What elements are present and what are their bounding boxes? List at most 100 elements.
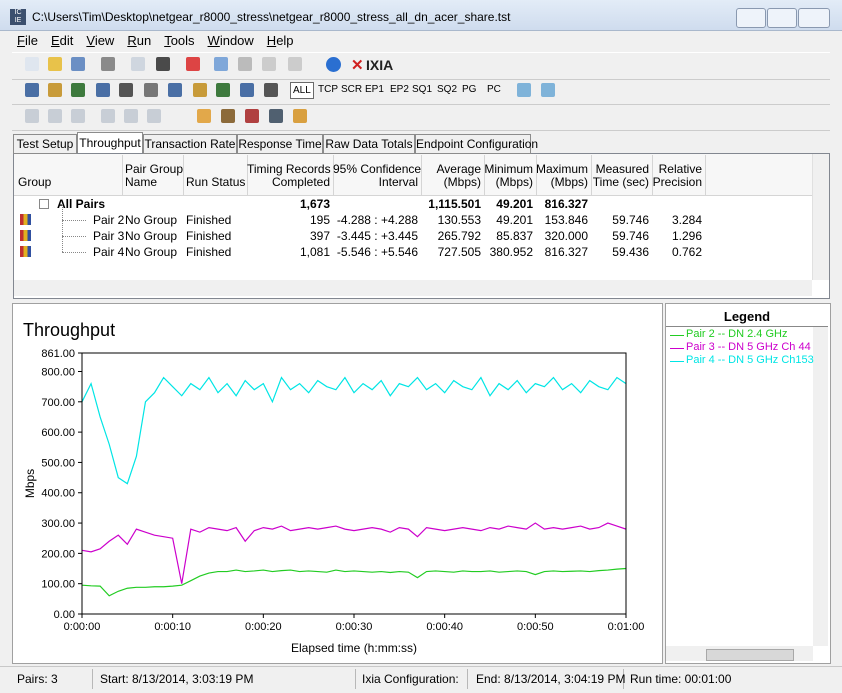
menu-item[interactable]: View — [86, 33, 115, 48]
legend-title: Legend — [723, 309, 771, 324]
toolbar-icon[interactable] — [96, 83, 110, 97]
menu-item[interactable]: Help — [266, 33, 294, 48]
horizontal-scrollbar[interactable] — [14, 280, 812, 296]
ixia-logo: IXIA — [366, 57, 394, 73]
toolbar-icon[interactable] — [25, 57, 39, 71]
filter-button[interactable]: PC — [487, 84, 501, 95]
table-cell: Pair 4 — [93, 245, 125, 259]
legend-hscroll-thumb[interactable] — [706, 649, 794, 661]
y-tick-label: 800.00 — [41, 366, 75, 378]
toolbar-icon[interactable] — [541, 83, 555, 97]
toolbar-icon[interactable] — [101, 109, 115, 123]
toolbar — [12, 105, 830, 131]
menu-item[interactable]: Window — [207, 33, 254, 48]
filter-button[interactable]: PG — [462, 84, 477, 95]
tab[interactable]: Throughput — [77, 132, 143, 153]
toolbar-icon[interactable] — [262, 57, 276, 71]
toolbar-icon[interactable] — [119, 83, 133, 97]
column-header: Group — [18, 175, 52, 189]
summary-cell: 1,673 — [299, 197, 330, 211]
close-button[interactable] — [798, 8, 830, 28]
legend-vscroll[interactable] — [813, 327, 828, 646]
toolbar-icon[interactable] — [216, 83, 230, 97]
toolbar-icon[interactable] — [101, 57, 115, 71]
toolbar-icon[interactable] — [48, 57, 62, 71]
toolbar-icon[interactable] — [264, 83, 278, 97]
filter-button[interactable]: TCP — [318, 84, 338, 95]
window-title: C:\Users\Tim\Desktop\netgear_r8000_stres… — [32, 10, 511, 24]
tab[interactable]: Endpoint Configuration — [415, 134, 538, 154]
summary-cell: 49.201 — [496, 197, 533, 211]
x-tick-label: 0:01:00 — [608, 621, 645, 633]
legend-panel — [665, 303, 831, 664]
toolbar-icon[interactable] — [240, 83, 254, 97]
y-tick-label: 0.00 — [54, 609, 75, 621]
toolbar-icon[interactable] — [156, 57, 170, 71]
toolbar-icon[interactable] — [25, 83, 39, 97]
y-axis-label: Mbps — [23, 469, 37, 498]
toolbar-icon[interactable] — [193, 83, 207, 97]
filter-button[interactable]: SQ1 — [412, 84, 433, 95]
table-cell: 397 — [309, 229, 330, 243]
x-tick-label: 0:00:50 — [517, 621, 554, 633]
toolbar-icon[interactable] — [517, 83, 531, 97]
toolbar-icon[interactable] — [186, 57, 200, 71]
toolbar-icon[interactable] — [168, 83, 182, 97]
status-separator — [355, 669, 356, 689]
collapse-box[interactable] — [39, 199, 49, 209]
status-bar — [0, 666, 842, 693]
toolbar-icon[interactable] — [71, 109, 85, 123]
column-header: Maximum — [536, 162, 589, 176]
table-cell: 1,081 — [299, 245, 330, 259]
toolbar-icon[interactable] — [71, 83, 85, 97]
toolbar-icon[interactable] — [144, 83, 158, 97]
maximize-button[interactable] — [767, 8, 797, 28]
y-tick-label: 200.00 — [41, 548, 75, 560]
toolbar-icon[interactable] — [124, 109, 138, 123]
legend-entry: Pair 2 -- DN 2.4 GHz — [686, 328, 788, 340]
minimize-button[interactable] — [736, 8, 766, 28]
menu-item[interactable]: File — [17, 33, 38, 48]
table-cell: 130.553 — [437, 213, 481, 227]
info-icon[interactable] — [326, 57, 341, 72]
menu-item[interactable]: Edit — [50, 33, 74, 48]
filter-button[interactable]: EP1 — [365, 84, 384, 95]
filter-button[interactable]: SCR — [341, 84, 363, 95]
toolbar-icon[interactable] — [197, 109, 211, 123]
tab[interactable]: Response Time — [237, 134, 323, 154]
toolbar-icon[interactable] — [25, 109, 39, 123]
chart-panel — [12, 303, 663, 664]
tab[interactable]: Raw Data Totals — [323, 134, 415, 154]
vertical-scrollbar[interactable] — [812, 154, 829, 280]
toolbar-icon[interactable] — [221, 109, 235, 123]
toolbar-icon[interactable] — [245, 109, 259, 123]
tree-line — [62, 236, 63, 252]
toolbar-icon[interactable] — [48, 83, 62, 97]
toolbar-icon[interactable] — [147, 109, 161, 123]
ixia-x: ✕ — [351, 57, 364, 74]
tab[interactable]: Test Setup — [13, 134, 77, 154]
filter-button[interactable]: ALL — [290, 82, 314, 99]
table-cell: 195 — [309, 213, 330, 227]
tree-line — [62, 204, 63, 220]
toolbar-icon[interactable] — [48, 109, 62, 123]
filter-button[interactable]: SQ2 — [437, 84, 458, 95]
toolbar-icon[interactable] — [214, 57, 228, 71]
legend-entry: Pair 4 -- DN 5 GHz Ch153 — [686, 354, 814, 366]
y-tick-label: 861.00 — [41, 348, 75, 360]
toolbar-icon[interactable] — [293, 109, 307, 123]
legend-swatch — [670, 348, 684, 349]
tab[interactable]: Transaction Rate — [143, 134, 237, 154]
filter-button[interactable]: EP2 — [390, 84, 409, 95]
toolbar-icon[interactable] — [131, 57, 145, 71]
menu-item[interactable]: Tools — [164, 33, 195, 48]
toolbar-icon[interactable] — [288, 57, 302, 71]
column-divider — [122, 155, 123, 195]
menu-bar: File Edit View Run Tools Window Help — [17, 33, 307, 48]
toolbar-icon[interactable] — [238, 57, 252, 71]
toolbar-icon[interactable] — [71, 57, 85, 71]
status-text: End: 8/13/2014, 3:04:19 PM — [476, 672, 626, 686]
menu-item[interactable]: Run — [127, 33, 152, 48]
toolbar-icon[interactable] — [269, 109, 283, 123]
pair-icon — [20, 214, 31, 225]
